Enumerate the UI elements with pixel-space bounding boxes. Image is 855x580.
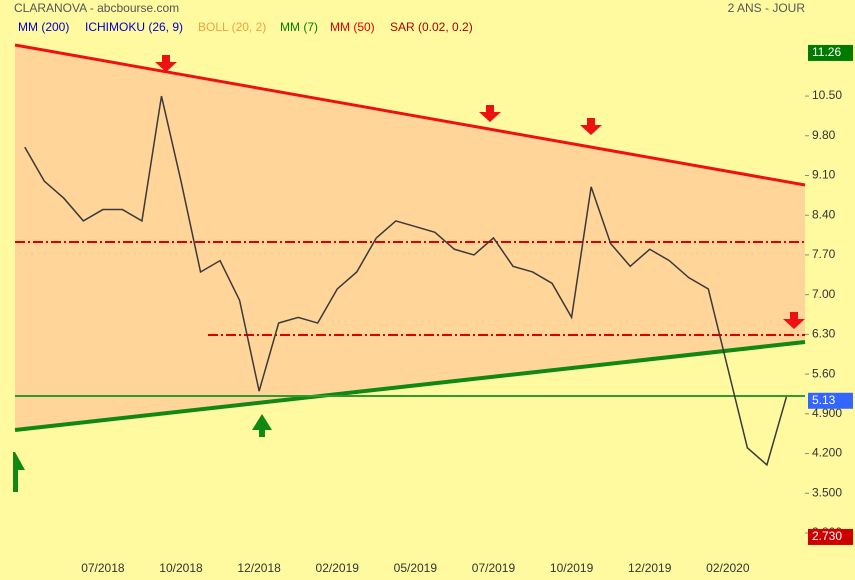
support-line: [14, 340, 806, 432]
price-line: [24, 95, 788, 467]
chart-title: CLARANOVA - abcbourse.com: [14, 1, 179, 15]
x-tick-label: 10/2018: [159, 561, 203, 575]
y-tick-label: 7.00: [812, 287, 836, 301]
indicator-label: ICHIMOKU (26, 9): [85, 20, 183, 34]
price-label: 2.730: [812, 529, 842, 543]
x-tick-label: 02/2019: [316, 561, 360, 575]
indicator-label: BOLL (20, 2): [198, 20, 266, 34]
x-tick-label: 02/2020: [706, 561, 750, 575]
y-tick-label: 9.80: [812, 128, 836, 142]
indicator-label: MM (200): [18, 20, 69, 34]
resistance-line: [14, 43, 806, 187]
buy-arrows: [13, 414, 272, 492]
x-tick-label: 10/2019: [550, 561, 594, 575]
x-tick-label: 05/2019: [394, 561, 438, 575]
indicator-label: MM (50): [330, 20, 375, 34]
triangle-zone: [15, 45, 805, 430]
x-tick-label: 07/2019: [472, 561, 516, 575]
y-tick-label: 3.500: [812, 485, 842, 499]
x-tick-label: 12/2019: [628, 561, 672, 575]
price-label: 11.26: [812, 45, 841, 59]
y-tick-label: 4.200: [812, 446, 842, 460]
y-tick-label: 8.40: [812, 207, 836, 221]
period: 2 ANS - JOUR: [728, 1, 806, 15]
x-tick-label: 07/2018: [81, 561, 125, 575]
y-tick-label: 6.30: [812, 327, 836, 341]
y-tick-label: 4.900: [812, 406, 842, 420]
indicator-label: SAR (0.02, 0.2): [390, 20, 473, 34]
price-box: [808, 528, 853, 545]
y-tick-label: 10.50: [812, 88, 842, 102]
price-box: [808, 392, 853, 409]
y-tick-label: 7.70: [812, 247, 836, 261]
y-tick-label: 5.60: [812, 366, 836, 380]
price-label: 5.13: [812, 393, 836, 407]
indicator-label: MM (7): [280, 20, 318, 34]
price-box: [808, 44, 853, 61]
sell-arrows: [155, 55, 805, 329]
x-tick-label: 12/2018: [237, 561, 281, 575]
y-tick-label: 9.10: [812, 168, 836, 182]
